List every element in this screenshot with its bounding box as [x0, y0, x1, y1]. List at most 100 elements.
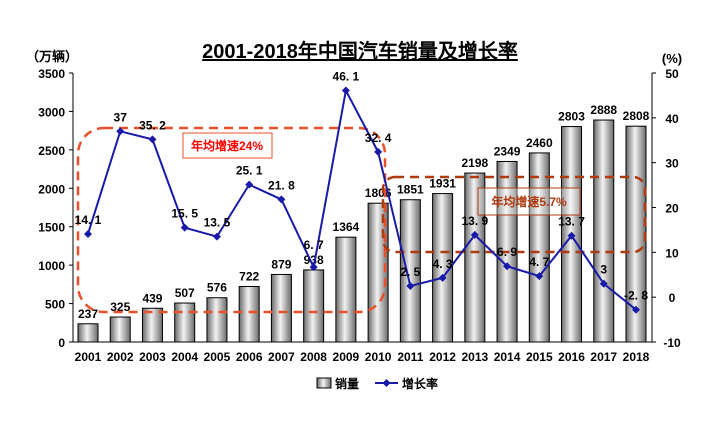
legend-line-label: 增长率	[402, 376, 438, 391]
left-tick-label: 1000	[38, 259, 65, 273]
bar-2005	[206, 297, 228, 343]
x-tick-label: 2005	[204, 350, 231, 364]
annotation-box-2	[381, 175, 647, 254]
x-tick-label: 2015	[526, 350, 553, 364]
right-axis-label: (%)	[662, 51, 682, 66]
growth-point-2003	[148, 135, 157, 144]
bar-label: 1851	[397, 183, 424, 197]
bar-2004	[174, 302, 196, 343]
chart-title: 2001-2018年中国汽车销量及增长率	[202, 39, 518, 63]
right-tick-label: 30	[665, 157, 679, 171]
annotation-label-1: 年均增速24%	[191, 138, 263, 153]
growth-label: 25. 1	[236, 164, 263, 178]
growth-label: 6. 9	[497, 245, 517, 259]
x-tick-label: 2009	[333, 350, 360, 364]
x-tick-label: 2002	[107, 350, 134, 364]
x-tick-label: 2013	[461, 350, 488, 364]
x-tick-label: 2018	[623, 350, 650, 364]
legend-bar-swatch	[316, 377, 332, 389]
x-tick-label: 2012	[429, 350, 456, 364]
bar-label: 879	[271, 257, 291, 271]
bar-2017	[593, 119, 615, 343]
right-tick-label: 20	[665, 202, 679, 216]
bar-label: 2808	[623, 109, 650, 123]
growth-label: 37	[114, 110, 128, 124]
left-tick-label: 3500	[38, 67, 65, 81]
left-axis-label: （万辆）	[26, 49, 78, 64]
annotation-label-box-1	[182, 132, 273, 159]
growth-point-2004	[180, 223, 189, 232]
right-tick-label: 0	[669, 291, 676, 305]
right-tick-label: 50	[665, 67, 679, 81]
growth-label: 46. 1	[333, 69, 360, 83]
bar-label: 439	[142, 291, 162, 305]
growth-label: 4. 3	[433, 257, 453, 271]
growth-label: 2. 5	[400, 265, 420, 279]
growth-label: 35. 2	[139, 118, 166, 132]
bar-2015	[528, 152, 550, 343]
growth-point-2009	[341, 86, 350, 95]
growth-point-2017	[599, 279, 608, 288]
left-tick-label: 2500	[38, 144, 65, 158]
legend-bar-label: 销量	[335, 376, 359, 391]
growth-label: 13. 9	[461, 214, 488, 228]
growth-point-2015	[535, 272, 544, 281]
bar-label: 576	[207, 281, 227, 295]
bar-label: 325	[110, 300, 130, 314]
growth-label: 13. 5	[204, 216, 231, 230]
bar-label: 1364	[333, 220, 360, 234]
bar-2001	[77, 323, 99, 343]
legend-line-marker	[382, 379, 391, 387]
growth-point-2011	[406, 281, 415, 290]
growth-point-2002	[116, 127, 125, 136]
bar-label: 2198	[461, 156, 488, 170]
bar-label: 2349	[494, 144, 521, 158]
growth-point-2006	[245, 180, 254, 189]
growth-point-2005	[212, 232, 221, 241]
annotation-label-2: 年均增速5.7%	[491, 194, 567, 209]
left-tick-label: 1500	[38, 221, 65, 235]
growth-line	[87, 87, 637, 311]
left-tick-label: 3000	[38, 105, 65, 119]
growth-label: 14. 1	[75, 213, 102, 227]
x-tick-label: 2007	[268, 350, 295, 364]
x-tick-label: 2014	[494, 350, 521, 364]
bar-2006	[238, 286, 260, 343]
left-tick-label: 0	[58, 336, 65, 350]
growth-point-2007	[277, 195, 286, 204]
right-tick-label: -10	[663, 336, 681, 350]
growth-label: 6. 7	[304, 238, 324, 252]
growth-point-2008	[309, 263, 318, 272]
x-tick-label: 2008	[300, 350, 327, 364]
growth-label: -2. 8	[624, 289, 648, 303]
bar-label: 1931	[429, 177, 456, 191]
annotation-box-1	[76, 126, 387, 314]
annotation-label-box-2	[477, 187, 581, 216]
x-tick-label: 2001	[75, 350, 102, 364]
left-tick-label: 2000	[38, 182, 65, 196]
bar-label: 507	[175, 286, 195, 300]
x-tick-label: 2003	[139, 350, 166, 364]
growth-point-2018	[632, 305, 640, 314]
right-tick-label: 10	[665, 246, 679, 260]
growth-point-2012	[438, 273, 447, 282]
bar-label: 2888	[590, 103, 617, 117]
left-tick-label: 500	[45, 298, 65, 312]
bar-2009	[335, 236, 357, 343]
bar-label: 237	[78, 307, 98, 321]
x-tick-label: 2016	[558, 350, 585, 364]
growth-label: 15. 5	[171, 207, 198, 221]
bar-2003	[141, 307, 163, 343]
x-tick-label: 2006	[236, 350, 263, 364]
growth-label: 3	[600, 263, 607, 277]
x-tick-label: 2010	[365, 350, 392, 364]
growth-label: 13. 7	[558, 215, 585, 229]
bar-label: 2460	[526, 136, 553, 150]
growth-label: 32. 4	[365, 131, 392, 145]
x-tick-label: 2011	[397, 350, 423, 364]
bar-label: 2803	[558, 110, 585, 124]
growth-point-2014	[503, 262, 512, 271]
x-tick-label: 2017	[590, 350, 617, 364]
bar-label: 722	[239, 270, 259, 284]
